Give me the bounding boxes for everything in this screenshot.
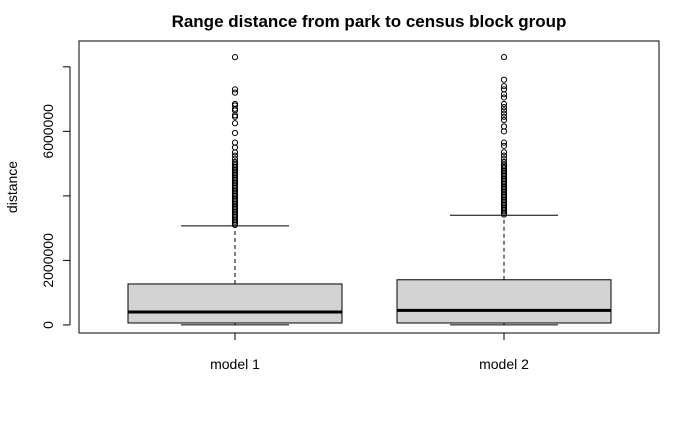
y-tick-label: 0 bbox=[40, 321, 56, 329]
outlier-point bbox=[500, 86, 508, 93]
outlier-point bbox=[231, 155, 239, 162]
iqr-box bbox=[127, 283, 343, 324]
outlier-point bbox=[231, 120, 239, 127]
outlier-point bbox=[231, 129, 239, 137]
outlier-point bbox=[500, 104, 508, 111]
outlier-point bbox=[500, 54, 508, 61]
y-tick-label: 2000000 bbox=[40, 233, 56, 288]
outlier-point bbox=[500, 158, 508, 166]
x-axis: model 1 model 2 bbox=[210, 332, 529, 372]
outlier-point bbox=[231, 54, 239, 61]
outlier-point bbox=[500, 155, 508, 162]
boxes bbox=[127, 54, 612, 326]
outlier-point bbox=[500, 149, 508, 156]
outlier-point bbox=[500, 161, 508, 168]
outlier-point bbox=[231, 139, 239, 146]
y-axis-label: distance bbox=[4, 161, 20, 213]
chart-title: Range distance from park to census block… bbox=[172, 12, 567, 31]
outlier-point bbox=[500, 116, 508, 124]
outlier-point bbox=[500, 142, 508, 149]
outlier-point bbox=[500, 107, 508, 114]
outlier-point bbox=[231, 152, 239, 159]
box-2 bbox=[396, 54, 612, 326]
outlier-point bbox=[500, 83, 508, 90]
outlier-point bbox=[500, 123, 508, 130]
outlier-point bbox=[231, 158, 239, 166]
outlier-point bbox=[500, 113, 508, 120]
outlier-point bbox=[500, 76, 508, 83]
iqr-box bbox=[396, 279, 612, 324]
outlier-point bbox=[231, 86, 239, 93]
outlier-point bbox=[231, 100, 239, 108]
x-tick-label: model 1 bbox=[210, 356, 260, 372]
x-tick-label: model 2 bbox=[479, 356, 529, 372]
outlier-point bbox=[500, 139, 508, 146]
outlier-point bbox=[231, 89, 239, 96]
outlier-point bbox=[500, 110, 508, 117]
box-1 bbox=[127, 54, 343, 326]
outlier-point bbox=[500, 100, 508, 108]
outlier-point bbox=[500, 94, 508, 101]
y-tick-label: 6000000 bbox=[40, 104, 56, 159]
outlier-point bbox=[500, 152, 508, 159]
y-axis: 0 2000000 6000000 bbox=[40, 66, 71, 329]
